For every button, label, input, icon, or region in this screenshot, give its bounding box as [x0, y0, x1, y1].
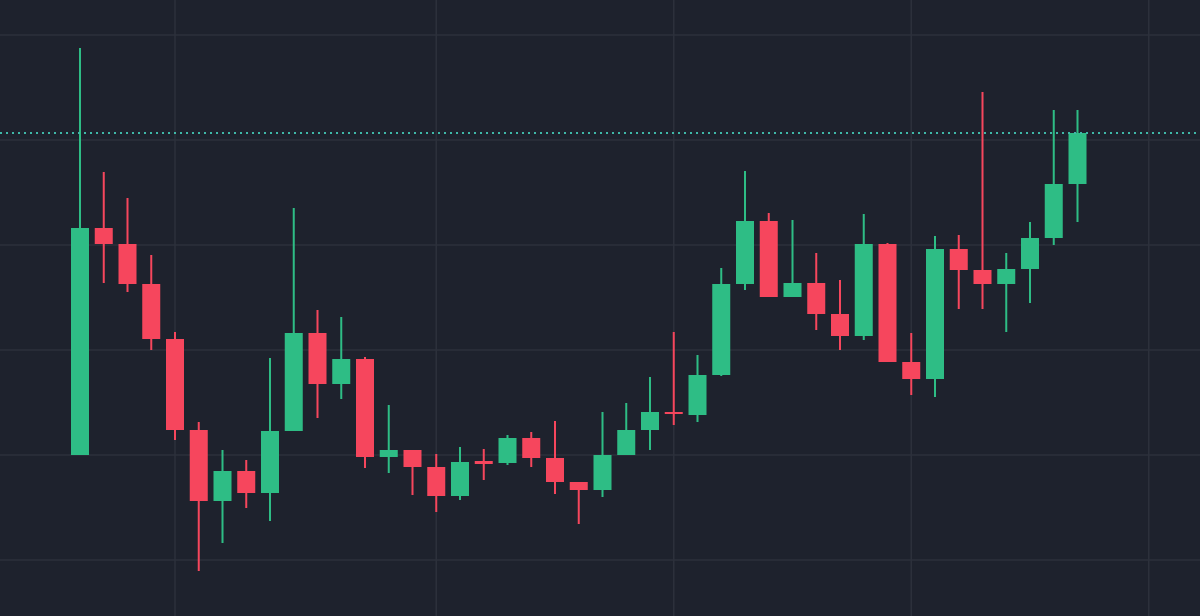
- candle-body: [902, 362, 921, 379]
- candle-body: [474, 461, 493, 464]
- candle-body: [379, 450, 398, 457]
- candle-body: [546, 458, 564, 482]
- candle-body: [522, 438, 541, 458]
- candle-body: [831, 314, 849, 336]
- candle-body: [1068, 133, 1087, 184]
- candle-body: [427, 467, 446, 496]
- candle-body: [641, 412, 659, 430]
- candle-body: [189, 430, 208, 501]
- candle-body: [926, 249, 944, 379]
- candle-body: [759, 221, 778, 297]
- candle-body: [1021, 238, 1039, 269]
- candle-body: [356, 359, 374, 457]
- candle-body: [403, 450, 422, 467]
- candle-body: [261, 431, 279, 493]
- candle-body: [854, 244, 873, 336]
- candle-body: [142, 284, 161, 339]
- candle-body: [213, 471, 232, 501]
- candle-body: [71, 228, 89, 455]
- candle-body: [1044, 184, 1063, 238]
- candle-body: [878, 244, 897, 362]
- candle-body: [688, 375, 707, 415]
- candle-body: [783, 283, 802, 297]
- candle-body: [166, 339, 184, 430]
- candle-body: [284, 333, 303, 431]
- candle-body: [237, 471, 256, 493]
- candle-body: [569, 482, 588, 490]
- candle-body: [308, 333, 327, 384]
- candle-body: [997, 269, 1016, 284]
- candle-body: [94, 228, 113, 244]
- candle-body: [973, 270, 992, 284]
- candle-body: [664, 412, 683, 414]
- candle-body: [807, 283, 826, 314]
- candle-body: [593, 455, 612, 490]
- candle-body: [118, 244, 137, 284]
- candle-body: [332, 359, 351, 384]
- candle-body: [498, 438, 517, 463]
- candle-body: [451, 462, 469, 496]
- candle-body: [736, 221, 754, 284]
- candle-body: [949, 249, 968, 270]
- candle-body: [712, 284, 731, 375]
- candle-body: [617, 430, 636, 455]
